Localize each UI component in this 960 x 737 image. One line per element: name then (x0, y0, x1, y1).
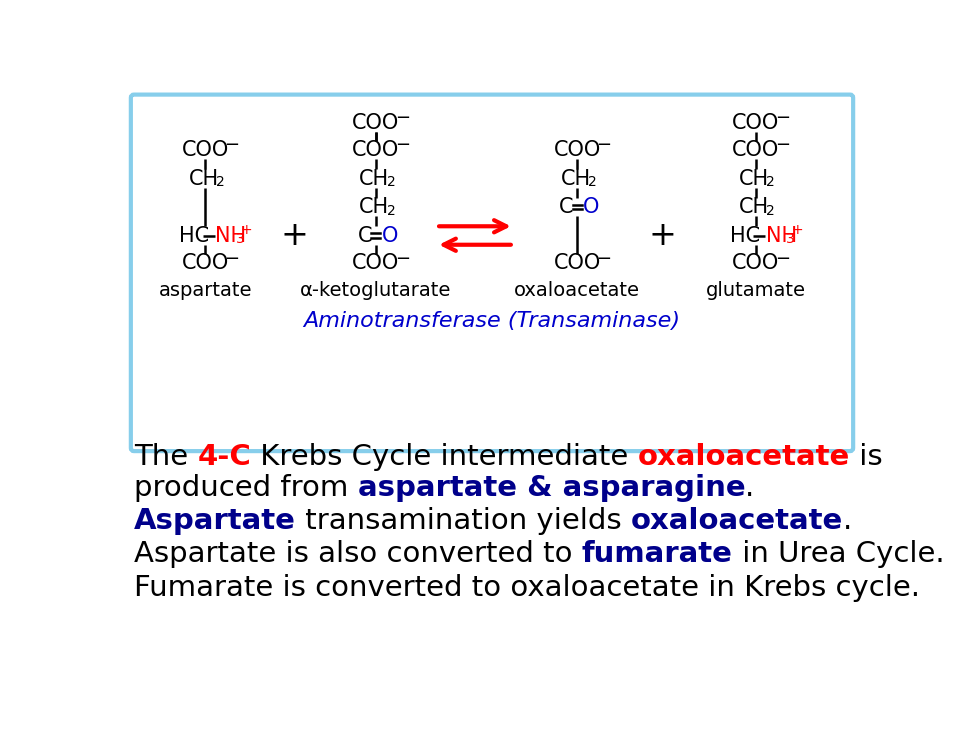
Text: 3: 3 (785, 232, 795, 246)
Text: oxaloacetate: oxaloacetate (515, 281, 640, 300)
Text: COO: COO (181, 140, 228, 160)
Text: COO: COO (352, 254, 399, 273)
Text: aspartate & asparagine: aspartate & asparagine (357, 474, 745, 502)
Text: +: + (280, 219, 308, 252)
Text: −: − (225, 136, 240, 155)
Text: +: + (791, 223, 803, 237)
Text: −: − (775, 110, 790, 128)
Text: 2: 2 (588, 175, 597, 189)
Text: COO: COO (352, 113, 399, 133)
Text: produced from: produced from (134, 474, 357, 502)
Text: −: − (396, 136, 410, 155)
Text: COO: COO (732, 254, 780, 273)
Text: NH: NH (215, 226, 247, 245)
Text: Aspartate: Aspartate (134, 507, 296, 535)
Text: 2: 2 (216, 175, 225, 189)
Text: −: − (225, 250, 240, 268)
Text: fumarate: fumarate (582, 540, 732, 568)
Text: α-ketoglutarate: α-ketoglutarate (300, 281, 451, 300)
Text: O: O (381, 226, 397, 245)
Text: COO: COO (554, 140, 601, 160)
Text: transamination yields: transamination yields (296, 507, 631, 535)
Text: COO: COO (732, 140, 780, 160)
Text: COO: COO (181, 254, 228, 273)
Text: Aspartate is also converted to: Aspartate is also converted to (134, 540, 582, 568)
Text: COO: COO (352, 140, 399, 160)
Text: 3: 3 (235, 232, 244, 246)
Text: 2: 2 (766, 175, 775, 189)
Text: C: C (559, 197, 574, 217)
Text: NH: NH (765, 226, 797, 245)
Text: aspartate: aspartate (158, 281, 252, 300)
Text: CH: CH (561, 169, 590, 189)
Text: C: C (358, 226, 372, 245)
Text: Fumarate is converted to oxaloacetate in Krebs cycle.: Fumarate is converted to oxaloacetate in… (134, 574, 920, 602)
Text: −: − (396, 250, 410, 268)
Text: oxaloacetate: oxaloacetate (637, 443, 850, 471)
Text: COO: COO (554, 254, 601, 273)
Text: Aminotransferase (Transaminase): Aminotransferase (Transaminase) (303, 311, 681, 331)
Text: is: is (850, 443, 882, 471)
Text: Krebs Cycle intermediate: Krebs Cycle intermediate (252, 443, 637, 471)
Text: 2: 2 (387, 204, 396, 218)
Text: HC: HC (730, 226, 759, 245)
Text: −: − (396, 110, 410, 128)
Text: CH: CH (359, 197, 389, 217)
Text: −: − (775, 250, 790, 268)
Text: O: O (583, 197, 599, 217)
Text: HC: HC (180, 226, 209, 245)
Text: in Urea Cycle.: in Urea Cycle. (732, 540, 945, 568)
Text: CH: CH (739, 197, 769, 217)
Text: CH: CH (188, 169, 219, 189)
Text: −: − (596, 136, 612, 155)
Text: 2: 2 (387, 175, 396, 189)
Text: .: . (843, 507, 852, 535)
Text: +: + (649, 219, 677, 252)
Text: −: − (775, 136, 790, 155)
Text: 2: 2 (766, 204, 775, 218)
Text: .: . (745, 474, 755, 502)
Text: COO: COO (732, 113, 780, 133)
Text: CH: CH (359, 169, 389, 189)
Text: CH: CH (739, 169, 769, 189)
Text: The: The (134, 443, 198, 471)
Text: oxaloacetate: oxaloacetate (631, 507, 843, 535)
Text: −: − (596, 250, 612, 268)
Text: 4-C: 4-C (198, 443, 252, 471)
Text: +: + (241, 223, 252, 237)
FancyBboxPatch shape (131, 94, 853, 451)
Text: glutamate: glutamate (706, 281, 805, 300)
